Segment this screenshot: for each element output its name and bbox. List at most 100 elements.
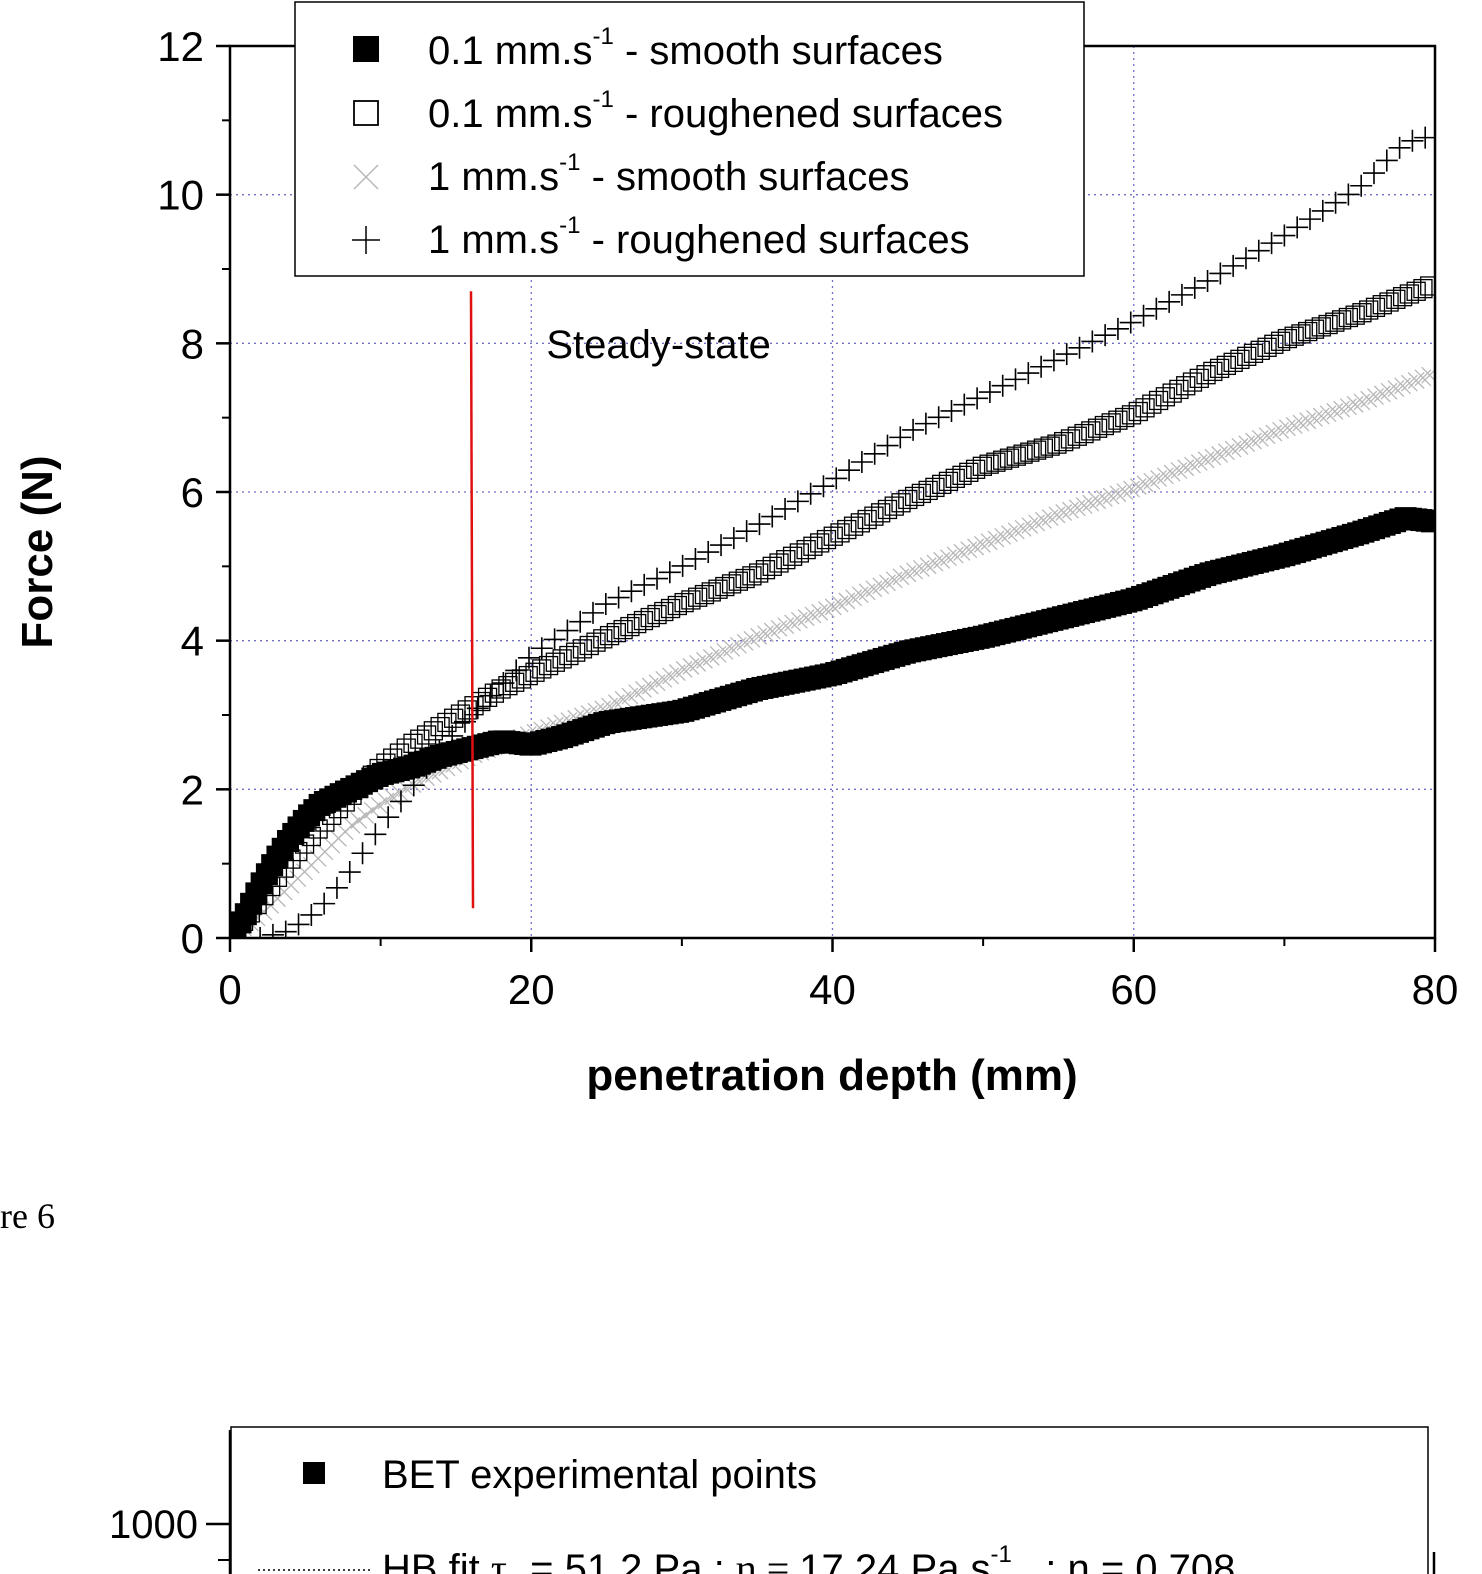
legend-marker-cross	[353, 164, 379, 190]
data-point	[1211, 445, 1229, 463]
data-point	[1017, 362, 1040, 385]
data-point	[918, 480, 938, 501]
data-point	[1231, 437, 1249, 455]
data-point	[1359, 300, 1379, 320]
data-point	[865, 580, 883, 598]
data-point	[1312, 407, 1330, 425]
data-point	[1247, 239, 1270, 262]
data-point	[1028, 514, 1046, 532]
data-point	[621, 687, 639, 705]
data-point	[525, 662, 545, 682]
data-point	[517, 646, 540, 669]
data-point	[1258, 427, 1276, 445]
steady-state-annotation: Steady-state	[546, 323, 771, 367]
data-point	[1004, 368, 1027, 391]
data-point	[1365, 297, 1386, 318]
data-point	[1047, 434, 1067, 454]
data-point	[1324, 191, 1347, 214]
data-point	[770, 619, 788, 637]
data-point	[1081, 421, 1101, 441]
data-point	[879, 574, 896, 592]
data-point	[701, 582, 721, 602]
data-point	[1136, 475, 1154, 493]
data-point	[1048, 506, 1066, 524]
data-point	[999, 448, 1020, 468]
data-point	[350, 811, 368, 829]
data-point	[804, 606, 822, 624]
data-point	[572, 639, 593, 659]
x-axis-label: penetration depth (mm)	[586, 1051, 1077, 1100]
data-point	[1217, 443, 1235, 461]
data-point	[972, 456, 993, 476]
legend-box	[230, 1426, 1429, 1574]
data-point	[1278, 419, 1296, 437]
data-point	[1414, 369, 1432, 387]
data-point	[613, 619, 633, 640]
data-point	[1204, 448, 1222, 466]
x-tick-label: 80	[1412, 966, 1459, 1013]
data-point	[761, 505, 784, 528]
data-point	[1337, 183, 1360, 206]
data-point	[1318, 314, 1338, 335]
data-point	[831, 595, 849, 613]
data-point	[1026, 440, 1047, 460]
data-point	[351, 842, 374, 865]
data-point	[716, 642, 734, 660]
data-point	[620, 580, 643, 603]
data-point	[743, 630, 761, 648]
data-point	[1158, 290, 1181, 313]
data-point	[816, 529, 837, 550]
data-point	[818, 601, 835, 619]
data-point	[1216, 355, 1237, 376]
data-point	[823, 526, 843, 546]
data-point	[1230, 349, 1250, 370]
data-point	[1367, 388, 1384, 406]
data-point	[635, 680, 652, 698]
data-point	[1264, 334, 1284, 354]
data-point	[1338, 307, 1359, 328]
legend-entry-hb-fit: HB fit τ0 = 51.2 Pa ; η = 17.24 Pa.s-1 ;…	[382, 1541, 1235, 1574]
data-point	[884, 496, 904, 516]
data-point	[1033, 438, 1054, 458]
data-point	[1234, 247, 1257, 270]
data-point	[889, 426, 912, 449]
data-point	[1388, 136, 1411, 159]
y-tick-label: 8	[181, 320, 204, 367]
data-point	[530, 637, 553, 660]
legend-marker-filled-square	[353, 36, 379, 62]
data-point	[1339, 398, 1357, 416]
data-point	[1060, 429, 1081, 449]
data-point	[684, 547, 707, 570]
data-point	[1304, 319, 1325, 339]
data-point	[261, 923, 284, 938]
data-point	[1372, 295, 1392, 315]
data-point	[675, 660, 693, 678]
data-point	[1237, 346, 1257, 366]
data-point	[1350, 174, 1373, 197]
data-point	[1014, 519, 1032, 537]
data-point	[952, 465, 972, 485]
legend-marker-filled-square	[303, 1462, 325, 1484]
data-point	[593, 629, 613, 649]
y-tick-label: 1000	[109, 1503, 198, 1547]
data-point	[709, 645, 727, 663]
data-point	[357, 806, 375, 824]
legend-entry-2: 0.1 mm.s-1 - roughened surfaces	[428, 86, 1003, 136]
data-point	[682, 657, 700, 675]
data-point	[940, 549, 957, 567]
data-point	[1353, 393, 1371, 411]
data-point	[1379, 292, 1399, 312]
x-tick-label: 20	[508, 966, 555, 1013]
data-point	[1055, 343, 1078, 366]
data-point	[377, 806, 400, 829]
data-point	[1143, 472, 1161, 490]
data-point	[586, 632, 606, 652]
data-point	[986, 452, 1006, 472]
data-point	[799, 482, 822, 505]
data-point	[1123, 480, 1140, 498]
data-point	[1387, 380, 1405, 397]
data-point	[1128, 401, 1148, 422]
data-point	[782, 546, 803, 566]
data-point	[891, 493, 911, 513]
data-point	[606, 622, 627, 643]
